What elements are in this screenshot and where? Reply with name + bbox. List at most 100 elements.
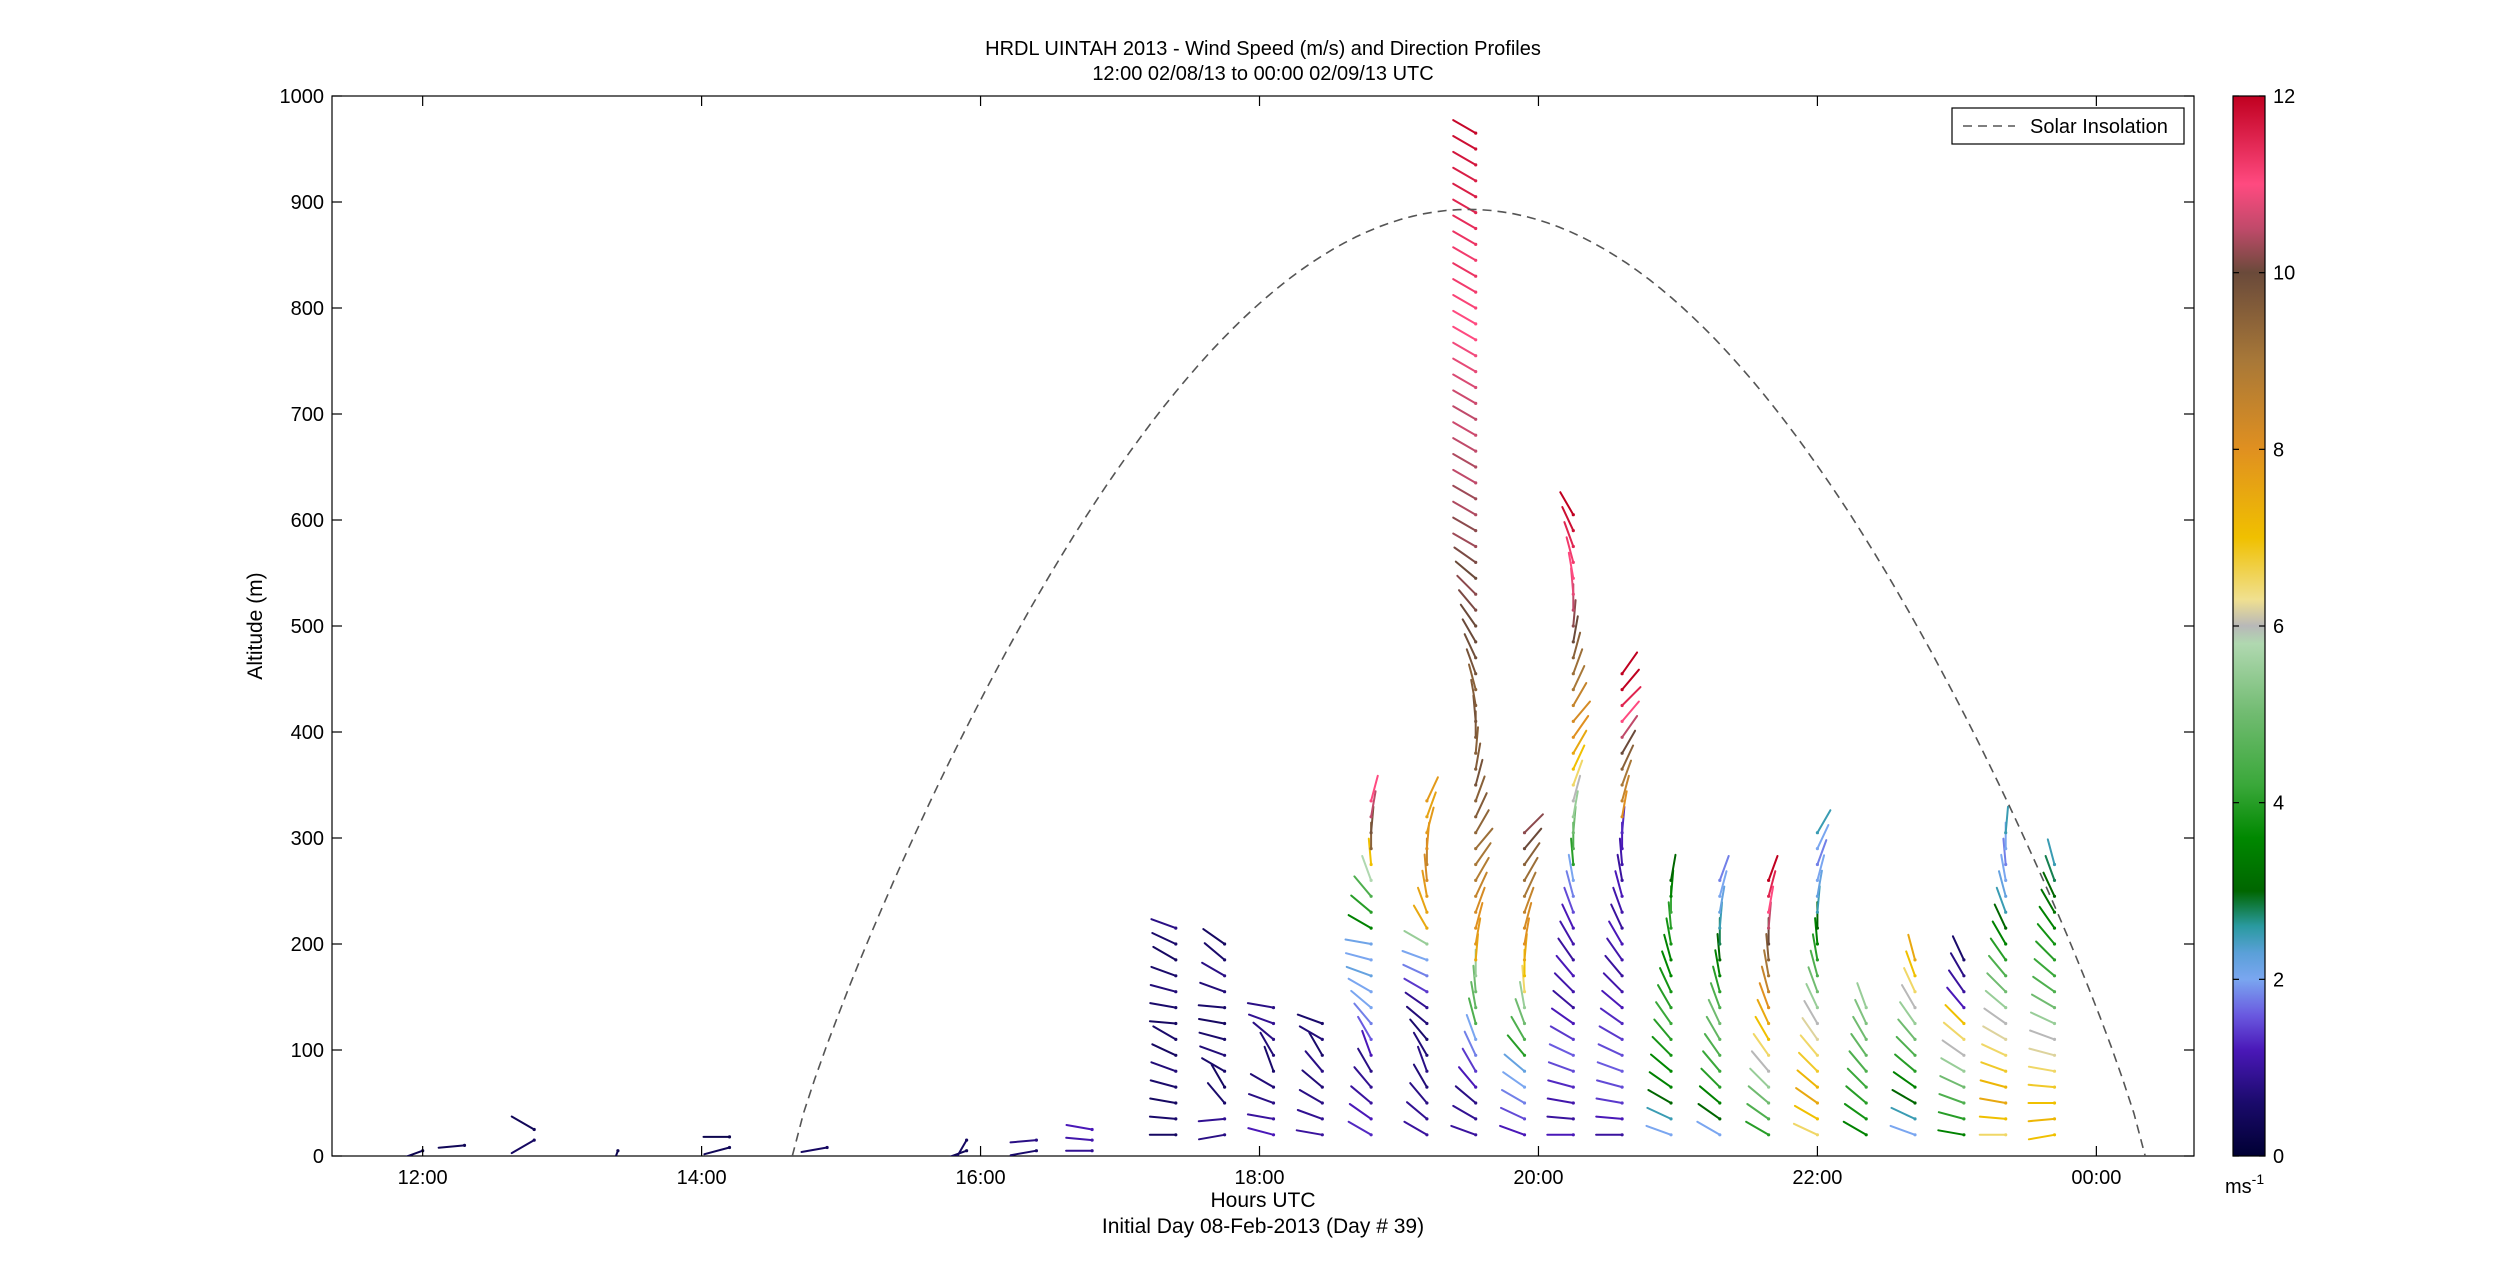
wind-barb-origin xyxy=(2052,1133,2057,1137)
wind-barb xyxy=(1203,942,1226,961)
wind-barb xyxy=(1454,1085,1477,1104)
wind-barb-origin xyxy=(1369,1085,1373,1089)
wind-barb xyxy=(1150,918,1177,930)
wind-barb-origin xyxy=(1425,958,1429,962)
wind-barb xyxy=(1978,1115,2007,1120)
wind-barb xyxy=(1347,1120,1373,1136)
wind-barb xyxy=(1502,1071,1526,1089)
wind-barb-origin xyxy=(1669,894,1673,898)
wind-barb-origin xyxy=(2052,990,2057,994)
wind-barb-origin xyxy=(1522,942,1527,946)
wind-barb xyxy=(1345,965,1373,977)
wind-barb xyxy=(1452,389,1477,405)
wind-barb-origin xyxy=(1864,1101,1868,1105)
wind-barb-origin xyxy=(727,1145,732,1150)
wind-barb xyxy=(1404,991,1428,1009)
wind-barb-origin xyxy=(1571,640,1575,644)
wind-barb-origin xyxy=(1474,544,1478,549)
wind-barb xyxy=(1572,599,1577,627)
wind-barb xyxy=(1521,964,1526,993)
wind-barb-origin xyxy=(1320,1053,1324,1057)
wind-barb-origin xyxy=(1522,862,1527,867)
wind-barb-origin xyxy=(1913,990,1917,994)
wind-barb-origin xyxy=(1571,815,1575,819)
wind-barb-origin xyxy=(1913,958,1917,962)
wind-barb xyxy=(1979,1097,2007,1104)
wind-barb xyxy=(1197,1117,1226,1123)
wind-barb-origin xyxy=(1815,1117,1819,1121)
x-tick-label: 00:00 xyxy=(2071,1167,2121,1189)
wind-barb xyxy=(1506,1034,1526,1057)
wind-barb xyxy=(1263,1045,1275,1073)
wind-barb-origin xyxy=(1522,878,1527,883)
wind-barb xyxy=(1296,1109,1324,1120)
wind-barb-origin xyxy=(1815,974,1819,978)
wind-barb xyxy=(1210,1063,1226,1089)
wind-barb xyxy=(1894,1053,1916,1073)
wind-barb-origin xyxy=(2052,1085,2057,1089)
wind-barb-origin xyxy=(1718,878,1722,883)
wind-barb xyxy=(1714,949,1721,977)
wind-barb xyxy=(1500,1106,1526,1120)
wind-barb xyxy=(1298,1025,1324,1041)
wind-barb xyxy=(1897,1018,1916,1041)
y-tick-label: 0 xyxy=(313,1146,324,1168)
wind-barb-origin xyxy=(1369,942,1373,946)
wind-barb-origin xyxy=(1913,974,1917,978)
wind-barb-origin xyxy=(1620,847,1624,851)
wind-barb-origin xyxy=(1620,1053,1624,1057)
wind-barb-origin xyxy=(2004,974,2008,978)
wind-barb xyxy=(1998,870,2007,898)
wind-barb-origin xyxy=(1474,481,1478,485)
wind-barb xyxy=(1465,648,1477,675)
wind-barb xyxy=(1523,813,1544,834)
wind-barb xyxy=(1610,903,1624,930)
wind-barb xyxy=(1452,1104,1477,1120)
wind-barb xyxy=(1403,977,1428,993)
wind-barb-origin xyxy=(1369,815,1373,819)
wind-barb xyxy=(1452,516,1477,532)
wind-barb-origin xyxy=(1815,942,1819,946)
colorbar-tick-label: 4 xyxy=(2273,793,2284,815)
wind-barb xyxy=(1599,1007,1624,1025)
wind-barb xyxy=(1995,886,2007,914)
wind-barb-origin xyxy=(1571,847,1575,851)
wind-barb-origin xyxy=(1474,401,1478,405)
wind-barb xyxy=(1503,1053,1526,1073)
wind-barb-origin xyxy=(727,1135,732,1139)
wind-barb-origin xyxy=(1913,1085,1917,1089)
y-tick-label: 100 xyxy=(291,1040,324,1062)
wind-barb-origin xyxy=(2052,974,2057,978)
wind-barb-origin xyxy=(1913,1021,1917,1026)
wind-barb xyxy=(510,1115,536,1131)
wind-barb xyxy=(1367,837,1373,866)
wind-barb xyxy=(1454,560,1477,580)
wind-barb xyxy=(1370,790,1377,818)
wind-barb-origin xyxy=(1571,1006,1575,1010)
x-axis: 12:00 14:00 16:00 18:00 20:00 22:00 00:00 xyxy=(398,96,2121,1189)
wind-barb-origin xyxy=(1474,847,1478,851)
wind-barb-origin xyxy=(1620,990,1624,994)
wind-barb-origin xyxy=(1223,990,1227,994)
wind-barb xyxy=(1659,967,1672,993)
wind-barb xyxy=(1452,230,1477,246)
wind-barb-origin xyxy=(2052,894,2057,898)
wind-barb xyxy=(1452,532,1477,548)
wind-barb xyxy=(1572,631,1582,659)
wind-barb-origin xyxy=(1962,1085,1966,1089)
wind-barb-origin xyxy=(2004,942,2008,946)
wind-barb xyxy=(1712,965,1721,993)
wind-barb-origin xyxy=(1223,1085,1227,1089)
wind-barb xyxy=(1718,885,1726,914)
wind-barb-origin xyxy=(1620,1133,1624,1137)
wind-barb xyxy=(1458,1066,1477,1089)
wind-barb-origin xyxy=(1620,799,1624,803)
wind-barb-origin xyxy=(1174,1085,1178,1089)
wind-barb-origin xyxy=(1369,990,1373,994)
wind-barb-origin xyxy=(1815,878,1819,883)
wind-barb xyxy=(1621,729,1637,755)
wind-barb xyxy=(1749,1067,1770,1089)
wind-barb xyxy=(1621,744,1635,771)
wind-barb xyxy=(1621,668,1640,691)
wind-barb xyxy=(2028,1047,2056,1057)
